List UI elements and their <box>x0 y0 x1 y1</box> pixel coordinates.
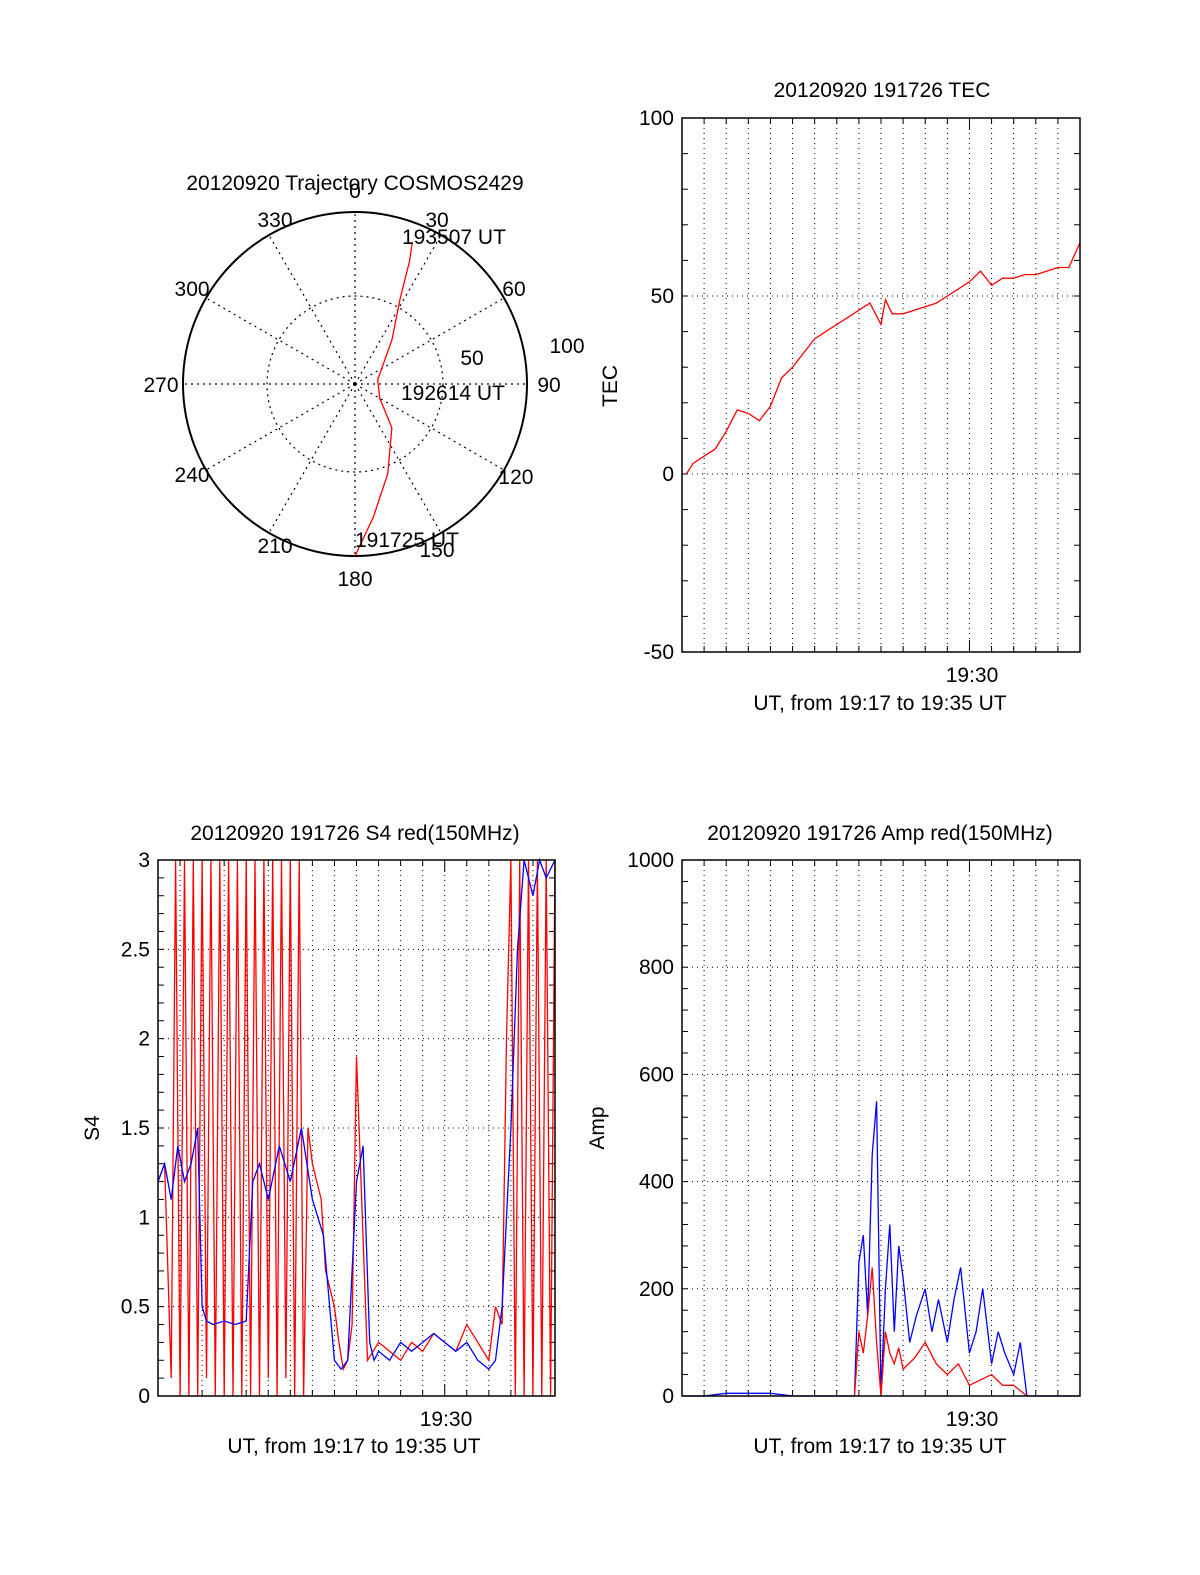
tec-xlabel: UT, from 19:17 to 19:35 UT <box>753 692 1006 715</box>
amp-ytick-label: 200 <box>639 1278 674 1301</box>
s4-ytick-label: 2.5 <box>121 938 150 961</box>
polar-spoke-300 <box>205 297 356 385</box>
polar-az-label-330: 330 <box>257 209 292 232</box>
polar-trajectory-plot: 20120920 Trajectory COSMOS2429 0 30 60 90 12… <box>143 172 584 591</box>
s4-ytick-label: 2 <box>138 1028 150 1051</box>
polar-az-label-90: 90 <box>537 374 560 397</box>
tec-series-0 <box>685 242 1081 475</box>
polar-title: 20120920 Trajectory COSMOS2429 <box>186 172 523 195</box>
polar-inner-circle <box>266 295 444 473</box>
amp-ytick-label: 0 <box>662 1385 674 1408</box>
tec-ylabel: TEC <box>599 365 622 407</box>
s4-ylabel: S4 <box>81 1115 104 1141</box>
s4-xtick-label: 19:30 <box>420 1408 473 1431</box>
polar-radial-label-50: 50 <box>460 347 483 370</box>
amp-xtick-label: 19:30 <box>946 1408 999 1431</box>
polar-annotation-end: 193507 UT <box>402 226 506 249</box>
tec-xtick-label: 19:30 <box>946 664 999 687</box>
s4-xlabel: UT, from 19:17 to 19:35 UT <box>227 1435 480 1458</box>
amp-ytick-label: 1000 <box>627 849 674 872</box>
amp-plot-frame <box>681 859 1081 1397</box>
tec-title: 20120920 191726 TEC <box>774 79 991 102</box>
s4-title: 20120920 191726 S4 red(150MHz) <box>190 822 519 845</box>
s4-ytick-label: 1 <box>138 1206 150 1229</box>
polar-az-label-0: 0 <box>349 180 361 203</box>
amp-title: 20120920 191726 Amp red(150MHz) <box>707 822 1053 845</box>
tec-ytick-label: -50 <box>644 641 674 664</box>
polar-az-label-270: 270 <box>143 374 178 397</box>
s4-ytick-label: 1.5 <box>121 1117 150 1140</box>
s4-chart: 20120920 191726 S4 red(150MHz) S4 UT, fr… <box>81 822 556 1458</box>
polar-spoke-330 <box>268 234 356 385</box>
polar-spoke-240 <box>205 383 356 471</box>
polar-az-label-150: 150 <box>419 539 454 562</box>
tec-plot-frame <box>681 117 1081 653</box>
polar-az-label-60: 60 <box>502 278 525 301</box>
polar-spoke-120 <box>354 383 505 471</box>
s4-series-1 <box>157 857 556 1371</box>
tec-ytick-label: 100 <box>639 107 674 130</box>
s4-ytick-label: 0.5 <box>121 1296 150 1319</box>
polar-az-label-30: 30 <box>425 209 448 232</box>
polar-az-label-180: 180 <box>337 568 372 591</box>
s4-plot-frame <box>157 859 556 1397</box>
s4-ytick-label: 3 <box>138 849 150 872</box>
amp-ytick-label: 800 <box>639 956 674 979</box>
polar-az-label-120: 120 <box>498 466 533 489</box>
amp-xlabel: UT, from 19:17 to 19:35 UT <box>753 1435 1006 1458</box>
amp-ytick-label: 600 <box>639 1063 674 1086</box>
polar-az-label-300: 300 <box>175 278 210 301</box>
s4-series-0 <box>157 859 556 1397</box>
amp-series-1 <box>853 1267 1028 1397</box>
polar-radial-label-100: 100 <box>549 335 584 358</box>
amp-ylabel: Amp <box>586 1106 609 1149</box>
polar-annotations: 193507 UT 192614 UT 191725 UT <box>355 226 506 552</box>
polar-annotation-mid: 192614 UT <box>401 382 505 405</box>
tec-ytick-label: 0 <box>662 463 674 486</box>
polar-spoke-150 <box>354 383 442 534</box>
amp-chart: 20120920 191726 Amp red(150MHz) Amp UT, … <box>586 822 1081 1458</box>
polar-trajectory-line <box>354 242 413 557</box>
tec-chart: 20120920 191726 TEC TEC UT, from 19:17 t… <box>599 79 1081 715</box>
tec-ytick-label: 50 <box>651 285 674 308</box>
amp-ytick-label: 400 <box>639 1171 674 1194</box>
s4-ytick-label: 0 <box>138 1385 150 1408</box>
polar-spoke-210 <box>268 383 356 534</box>
polar-azimuth-labels: 0 30 60 90 120 150 180 210 240 270 300 330 <box>143 180 560 591</box>
polar-az-label-210: 210 <box>257 535 292 558</box>
polar-annotation-start: 191725 UT <box>355 529 459 552</box>
polar-spoke-60 <box>354 297 505 385</box>
polar-az-label-240: 240 <box>175 464 210 487</box>
